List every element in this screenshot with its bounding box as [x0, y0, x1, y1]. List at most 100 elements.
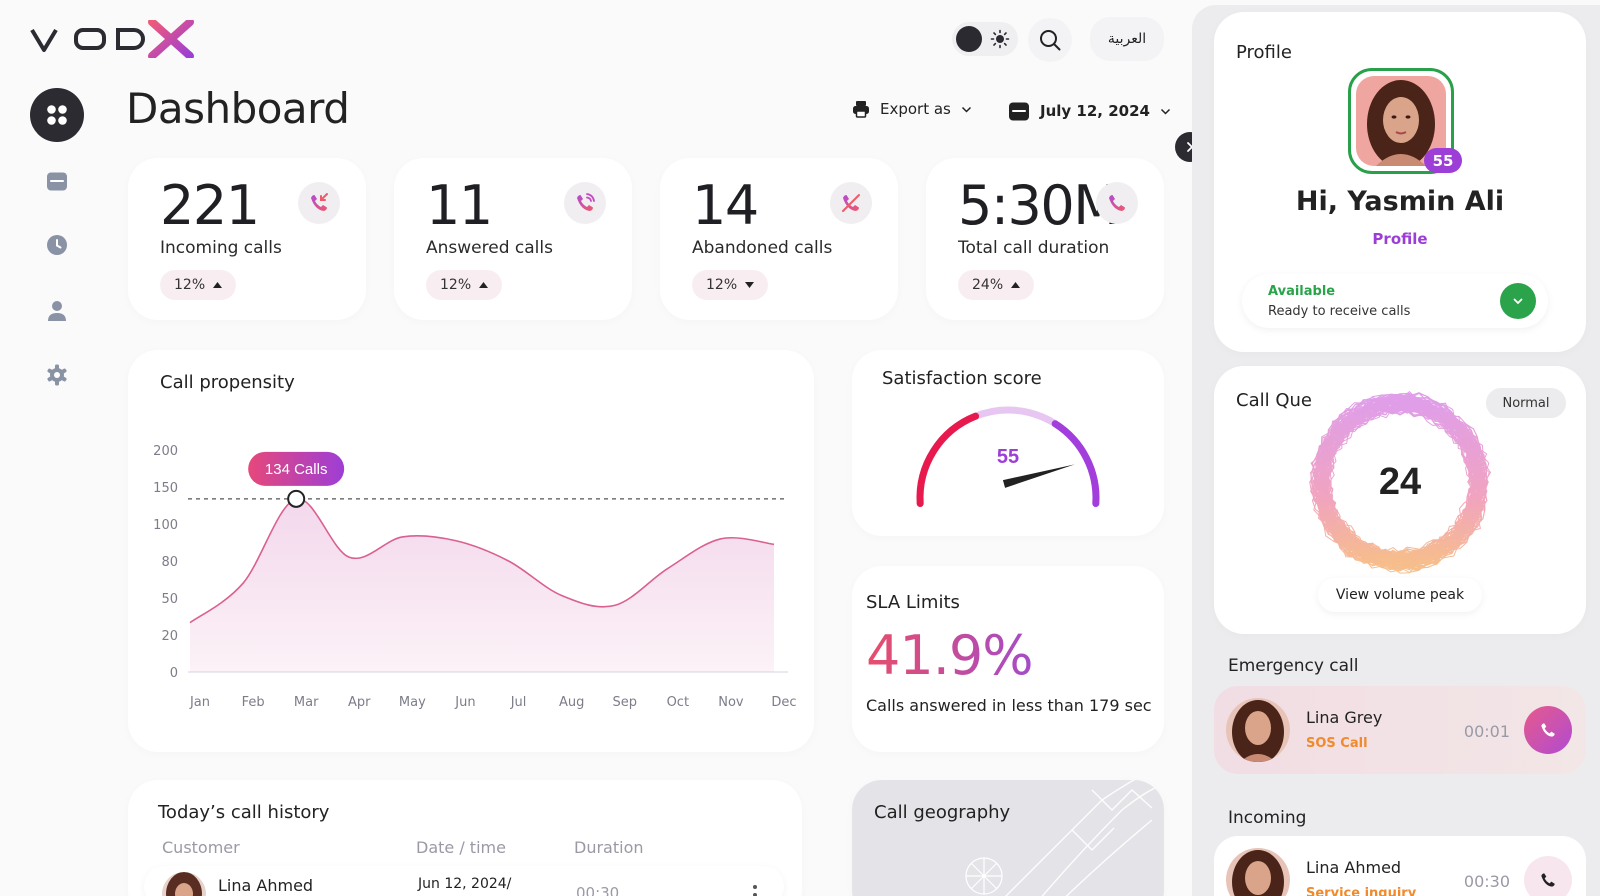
nav-calendar[interactable] — [44, 168, 70, 194]
column-header-datetime[interactable]: Date / time — [416, 838, 506, 857]
x-tick-label: Nov — [718, 695, 744, 710]
call-timer: 00:30 — [1463, 872, 1510, 891]
clock-icon — [47, 235, 67, 255]
sla-card: SLA Limits — [852, 566, 1164, 752]
customer-name: Lina Ahmed — [218, 876, 314, 895]
column-header-duration[interactable]: Duration — [574, 838, 644, 857]
highlight-marker[interactable] — [287, 489, 306, 508]
nav-users[interactable] — [44, 298, 70, 324]
chevron-down-icon — [1513, 298, 1523, 305]
date-picker[interactable]: July 12, 2024 — [1008, 100, 1171, 122]
x-tick-label: Jan — [189, 695, 210, 710]
phone-icon — [1096, 182, 1138, 224]
card-title: Satisfaction score — [882, 368, 1042, 389]
incoming-call-item[interactable]: Lina Ahmed Service inquiry 00:30 — [1214, 836, 1586, 896]
nav-dashboard[interactable] — [30, 88, 84, 142]
x-tick-label: Jul — [510, 695, 527, 710]
card-title: Call geography — [874, 802, 1011, 823]
language-button[interactable]: العربية — [1090, 17, 1164, 61]
y-tick-label: 0 — [170, 666, 178, 681]
y-tick-label: 100 — [153, 518, 178, 533]
user-icon — [48, 301, 66, 321]
profile-link[interactable]: Profile — [1372, 230, 1428, 248]
stat-label: Abandoned calls — [692, 238, 833, 258]
stat-value: 221 — [160, 174, 260, 237]
sla-description: Calls answered in less than 179 sec — [866, 696, 1152, 715]
caret-up-icon — [1011, 282, 1021, 288]
stat-card-answered: 11 Answered calls 12% — [394, 158, 632, 320]
more-icon[interactable] — [752, 884, 758, 896]
call-type: SOS Call — [1306, 736, 1368, 751]
x-tick-label: May — [399, 695, 426, 710]
status-description: Ready to receive calls — [1268, 304, 1411, 319]
status-dropdown-button[interactable] — [1500, 283, 1536, 319]
answered-call-icon — [564, 182, 606, 224]
section-title: Incoming — [1228, 808, 1307, 828]
ring-wave — [1324, 399, 1482, 560]
call-type: Service inquiry — [1306, 886, 1417, 896]
answer-call-button[interactable] — [1524, 706, 1572, 754]
queue-volume-ring: 24 — [1309, 391, 1492, 574]
answer-call-button[interactable] — [1524, 856, 1572, 896]
y-tick-label: 200 — [153, 444, 178, 459]
stat-card-abandoned: 14 Abandoned calls 12% — [660, 158, 898, 320]
level-badge: 55 — [1424, 148, 1462, 173]
gauge-needle — [1002, 464, 1075, 488]
nav-settings[interactable] — [44, 362, 70, 388]
x-tick-label: Jun — [454, 695, 475, 710]
change-value: 12% — [440, 277, 472, 293]
date-label: July 12, 2024 — [1040, 102, 1150, 120]
stat-card-incoming: 221 Incoming calls 12% — [128, 158, 366, 320]
table-row[interactable]: Lina Ahmed Jun 12, 2024/ 00:30 — [144, 866, 784, 896]
greeting: Hi, Yasmin Ali — [1295, 186, 1505, 217]
moon-icon — [956, 26, 982, 52]
caller-name: Lina Grey — [1306, 708, 1383, 727]
change-value: 12% — [174, 277, 206, 293]
emergency-call-item[interactable]: Lina Grey SOS Call 00:01 — [1214, 686, 1586, 774]
sla-value: 41.9% — [866, 624, 1034, 687]
gauge-low-arc — [916, 412, 980, 508]
call-propensity-card: Call propensity 200 150 100 80 50 20 0 Jan Feb M… — [128, 350, 814, 752]
card-title: SLA Limits — [866, 592, 960, 613]
phone-icon — [1541, 723, 1555, 737]
incoming-call-icon — [298, 182, 340, 224]
change-badge: 24% — [958, 270, 1035, 300]
availability-status[interactable]: Available Ready to receive calls — [1242, 274, 1548, 328]
view-volume-peak-button[interactable]: View volume peak — [1318, 578, 1482, 612]
x-tick-label: Aug — [559, 695, 584, 710]
profile-avatar[interactable] — [1348, 68, 1454, 174]
change-value: 12% — [706, 277, 738, 293]
area-fill — [190, 498, 774, 672]
gauge-high-arc — [1051, 420, 1100, 508]
search-icon — [1040, 30, 1061, 51]
export-label: Export as — [880, 100, 951, 118]
y-tick-label: 20 — [161, 629, 178, 644]
ring-wave — [1312, 392, 1484, 571]
chevron-down-icon — [961, 106, 971, 113]
gear-icon — [47, 364, 67, 386]
avatar — [162, 872, 206, 896]
series-line — [189, 498, 775, 624]
tooltip-bubble — [248, 451, 345, 486]
avatar — [1226, 848, 1290, 896]
ring-wave — [1321, 397, 1485, 563]
nav-history[interactable] — [44, 232, 70, 258]
card-title: Call Que — [1236, 390, 1312, 411]
x-tick-label: Dec — [771, 695, 796, 710]
phone-icon — [1541, 873, 1555, 887]
column-header-customer[interactable]: Customer — [162, 838, 240, 857]
stat-value: 5:30M — [958, 174, 1120, 237]
ring-wave — [1312, 399, 1479, 565]
card-title: Call propensity — [160, 372, 295, 393]
theme-toggle[interactable] — [952, 22, 1018, 56]
change-badge: 12% — [692, 270, 769, 300]
missed-call-icon — [830, 182, 872, 224]
highlight-tooltip: 134 Calls — [248, 451, 345, 486]
export-button[interactable]: Export as — [852, 100, 972, 118]
caller-name: Lina Ahmed — [1306, 858, 1402, 877]
avatar — [1226, 698, 1290, 762]
map-graphic — [965, 780, 1164, 896]
search-button[interactable] — [1028, 18, 1072, 62]
page-title: Dashboard — [126, 84, 350, 133]
